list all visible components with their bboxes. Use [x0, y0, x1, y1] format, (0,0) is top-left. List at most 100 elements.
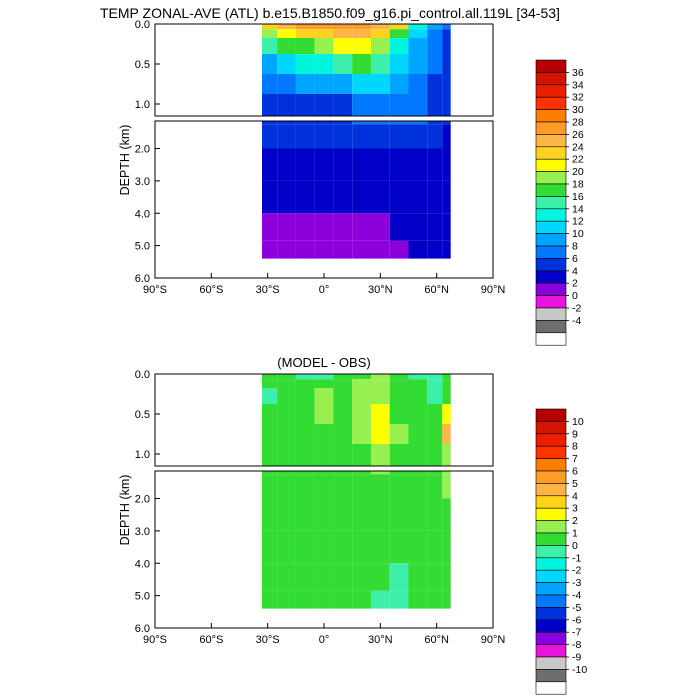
field-cell	[370, 124, 390, 149]
field-cell	[262, 24, 277, 30]
field-cell	[333, 54, 353, 74]
field-cell	[389, 74, 409, 94]
panel-1-title: TEMP ZONAL-AVE (ATL) b.e15.B1850.f09_g16…	[100, 5, 560, 21]
x-tick-label: 60°S	[199, 284, 223, 296]
field-cell	[442, 474, 451, 499]
colorbar-swatch	[535, 171, 567, 185]
field-cell	[370, 590, 390, 609]
field-cell	[262, 424, 277, 444]
field-cell	[262, 180, 277, 214]
colorbar-swatch	[535, 470, 567, 484]
field-cell	[333, 404, 353, 424]
field-cell	[277, 498, 296, 531]
field-cell	[427, 240, 443, 259]
field-cell	[295, 74, 315, 94]
field-cell	[408, 563, 428, 591]
field-cell	[277, 124, 296, 149]
field-cell	[427, 404, 443, 424]
colorbar-swatch	[535, 245, 567, 259]
colorbar-label: 26	[572, 129, 584, 141]
field-cell	[370, 24, 390, 30]
field-cell	[277, 590, 296, 609]
field-cell	[389, 38, 409, 54]
colorbar-label: -3	[572, 577, 581, 589]
colorbar-label: 7	[572, 453, 578, 465]
x-tick-label: 30°N	[368, 634, 393, 646]
panel-2-ticks: 90°S 60°S 30°S 0° 30°N 60°N 90°N 0.0 0.5 1.0 2.0 3.…	[135, 369, 506, 646]
field-cell	[427, 24, 443, 30]
field-cell	[352, 471, 371, 475]
field-cell	[333, 471, 353, 475]
field-cell	[277, 379, 296, 388]
y-tick-label: 0.0	[135, 369, 150, 381]
field-cell	[314, 148, 334, 181]
field-cell	[408, 94, 428, 116]
field-cell	[442, 471, 451, 475]
colorbar-swatch	[535, 507, 567, 521]
field-cell	[295, 54, 315, 74]
y-tick-label: 4.0	[135, 558, 150, 570]
field-cell	[277, 24, 296, 30]
field-cell	[427, 213, 443, 241]
field-cell	[389, 530, 409, 564]
field-cell	[370, 563, 390, 591]
colorbar-swatch	[535, 631, 567, 645]
y-tick-label: 6.0	[135, 623, 150, 635]
field-cell	[295, 121, 315, 125]
field-cell	[314, 29, 334, 38]
field-cell	[427, 74, 443, 94]
x-tick-label: 30°N	[368, 284, 393, 296]
colorbar-swatch	[535, 433, 567, 447]
field-cell	[262, 530, 277, 564]
field-cell	[389, 424, 409, 444]
colorbar-swatch	[535, 607, 567, 621]
field-cell	[352, 590, 371, 609]
y-tick-label: 2.0	[135, 144, 150, 156]
field-cell	[333, 121, 353, 125]
field-cell	[314, 213, 334, 241]
colorbar-swatch	[535, 681, 567, 695]
field-cell	[314, 38, 334, 54]
colorbar-label: 6	[572, 253, 578, 265]
colorbar-label: -5	[572, 602, 581, 614]
field-cell	[333, 474, 353, 499]
colorbar-swatch	[535, 495, 567, 509]
field-cell	[408, 530, 428, 564]
field-cell	[262, 124, 277, 149]
x-tick-label: 60°N	[424, 284, 449, 296]
field-cell	[408, 213, 428, 241]
colorbar-label: 2	[572, 515, 578, 527]
field-cell	[333, 29, 353, 38]
field-cell	[333, 388, 353, 404]
y-tick-label: 0.5	[135, 59, 150, 71]
colorbar-swatch	[535, 569, 567, 583]
field-cell	[295, 213, 315, 241]
field-cell	[427, 388, 443, 404]
colorbar-label: -4	[572, 590, 581, 602]
field-cell	[352, 74, 371, 94]
colorbar-label: 8	[572, 441, 578, 453]
panel-1-ticks: 90°S 60°S 30°S 0° 30°N 60°N 90°N 0.0 0.5 1.0 2.0 3.…	[135, 19, 506, 296]
panel-2-upper-field	[262, 374, 451, 466]
field-cell	[427, 474, 443, 499]
field-cell	[370, 94, 390, 116]
field-cell	[389, 124, 409, 149]
colorbar-label: 9	[572, 428, 578, 440]
x-tick-label: 90°N	[481, 634, 506, 646]
field-cell	[427, 29, 443, 38]
field-cell	[262, 374, 277, 380]
field-cell	[314, 54, 334, 74]
colorbar-label: 32	[572, 92, 584, 104]
field-cell	[427, 148, 443, 181]
y-tick-label: 3.0	[135, 176, 150, 188]
y-tick-label: 6.0	[135, 273, 150, 285]
x-tick-label: 90°S	[143, 634, 167, 646]
field-cell	[352, 148, 371, 181]
colorbar-swatch	[535, 320, 567, 334]
field-cell	[389, 404, 409, 424]
field-cell	[277, 94, 296, 116]
field-cell	[408, 240, 428, 259]
colorbar-swatch	[535, 96, 567, 110]
field-cell	[442, 374, 451, 380]
colorbar-label: 8	[572, 241, 578, 253]
